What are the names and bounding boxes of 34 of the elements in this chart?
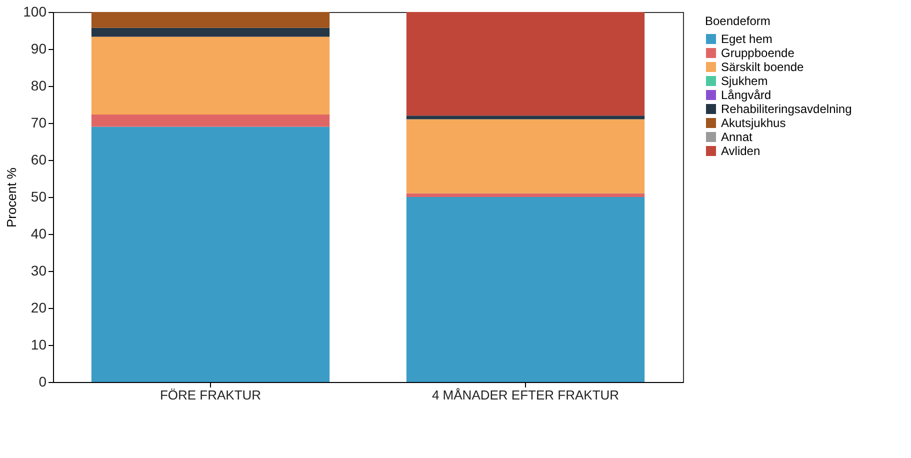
y-tick-label: 50 xyxy=(30,188,47,204)
bar xyxy=(91,114,330,127)
legend-label: Särskilt boende xyxy=(721,60,804,74)
y-tick-label: 80 xyxy=(30,78,47,94)
bar xyxy=(406,197,645,382)
legend-label: Annat xyxy=(721,130,754,144)
y-tick-label: 30 xyxy=(30,262,47,278)
bar xyxy=(91,126,330,382)
legend-label: Avliden xyxy=(721,144,760,158)
y-tick-label: 100 xyxy=(23,4,47,20)
legend-label: Rehabiliteringsavdelning xyxy=(721,102,852,116)
legend-label: Långvård xyxy=(721,88,772,102)
y-tick-label: 70 xyxy=(30,114,47,130)
bar xyxy=(91,28,330,37)
y-tick-label: 20 xyxy=(30,300,47,316)
y-tick-label: 90 xyxy=(30,40,47,56)
y-tick-label: 0 xyxy=(38,374,47,390)
bar xyxy=(91,36,330,114)
legend-title: Boendeform xyxy=(705,14,770,28)
bar xyxy=(406,12,645,116)
y-tick-label: 60 xyxy=(30,152,47,168)
bar xyxy=(406,119,645,194)
legend-label: Eget hem xyxy=(721,32,772,46)
y-axis-title: Procent % xyxy=(4,167,20,228)
x-tick-label: 4 MÅNADER EFTER FRAKTUR xyxy=(432,388,620,402)
y-tick-label: 40 xyxy=(30,226,47,242)
bar xyxy=(406,116,645,120)
x-tick-label: FÖRE FRAKTUR xyxy=(160,388,262,402)
bar xyxy=(406,193,645,197)
bar xyxy=(91,12,330,28)
legend-label: Sjukhem xyxy=(721,74,768,88)
legend-label: Gruppboende xyxy=(721,46,795,60)
y-tick-label: 10 xyxy=(30,336,47,352)
legend-label: Akutsjukhus xyxy=(721,116,786,130)
